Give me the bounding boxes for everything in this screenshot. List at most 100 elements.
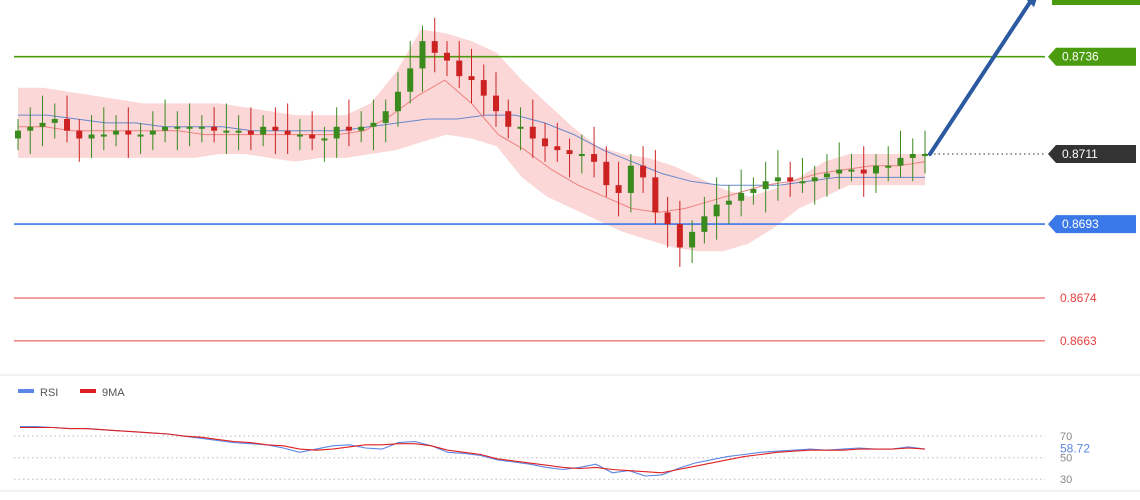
candle-body (186, 126, 193, 129)
candle-body (100, 134, 107, 137)
candle-body (284, 130, 291, 135)
price-badge-0-8693: 0.8693 (1048, 215, 1136, 234)
forecast-arrow-head (1026, 0, 1037, 8)
rsi-tick-label: 30 (1060, 474, 1072, 486)
forecast-arrow-shaft (928, 0, 1034, 157)
candle-body (223, 130, 230, 133)
candle-body (505, 111, 512, 127)
candle-body (811, 177, 818, 182)
candle-body (174, 126, 181, 129)
candle-body (640, 165, 647, 178)
candlesticks (15, 17, 928, 267)
candle-body (39, 122, 46, 127)
price-badge-0-8711: 0.8711 (1048, 145, 1136, 164)
candle-body (909, 154, 916, 158)
candle-body (554, 146, 561, 151)
candle-body (774, 177, 781, 182)
candle-body (922, 154, 928, 157)
candle-body (394, 91, 401, 112)
candle-body (64, 118, 71, 131)
candle-body (897, 157, 904, 166)
candle-body (762, 181, 769, 190)
rsi-ma-line (20, 426, 926, 474)
candle-body (750, 189, 757, 193)
candle-body (321, 138, 328, 141)
candle-body (738, 192, 745, 201)
candle-body (211, 126, 218, 131)
candle-body (468, 76, 475, 81)
candle-body (872, 165, 879, 174)
candle-body (591, 154, 598, 162)
candle-body (113, 130, 120, 135)
rsi-legend-label: RSI (40, 387, 58, 399)
forecast-arrow (928, 0, 1037, 157)
candle-body (664, 212, 671, 225)
candle-body (701, 216, 708, 232)
price-badge-label: 0.8693 (1062, 217, 1099, 231)
candle-body (296, 134, 303, 137)
candle-body (149, 130, 156, 135)
rsi-legend-label: 9MA (102, 387, 125, 399)
support-resistance-levels (0, 55, 1140, 492)
candle-body (542, 138, 549, 147)
rsi-legend-swatch (18, 389, 34, 393)
rsi-current-value: 58.72 (1060, 441, 1090, 455)
candle-body (15, 130, 21, 139)
candle-body (652, 177, 659, 213)
candle-body (603, 161, 610, 186)
candle-body (309, 134, 316, 139)
candle-body (88, 134, 95, 139)
bollinger-band-fill (18, 29, 925, 252)
price-badge-0-8674: 0.8674 (1060, 291, 1097, 305)
candle-body (836, 169, 843, 174)
rsi-legend-swatch (80, 389, 96, 393)
candle-body (787, 177, 794, 182)
candle-body (823, 173, 830, 178)
price-badge-shape (1048, 215, 1136, 234)
price-badges: 0.8736 0.8711 0.8693 0.8674 0.8663 (1048, 0, 1140, 348)
candle-body (529, 126, 536, 139)
candle-body (370, 122, 377, 127)
candle-body (333, 126, 340, 139)
candle-body (689, 231, 696, 248)
candle-body (419, 41, 426, 69)
candle-body (799, 181, 806, 184)
candle-body (345, 126, 352, 131)
candle-body (578, 154, 585, 157)
candle-body (480, 80, 487, 96)
price-badge-shape (1048, 145, 1136, 164)
price-badge-label: 0.8736 (1062, 50, 1099, 64)
price-badge-0-8736: 0.8736 (1048, 47, 1136, 66)
rsi-panel: RSI 9MA 70 50 30 58.72 (14, 387, 1090, 486)
candle-body (615, 185, 622, 193)
candle-body (566, 150, 573, 155)
candle-body (272, 126, 279, 131)
candle-body (382, 111, 389, 123)
rsi-tick-label: 70 (1060, 431, 1072, 443)
candle-body (431, 41, 438, 53)
candle-body (27, 126, 34, 131)
candle-body (713, 204, 720, 217)
candle-body (247, 130, 254, 135)
target-badge-edge (1052, 0, 1140, 5)
rsi-tick-label: 50 (1060, 453, 1072, 465)
candle-body (358, 126, 365, 131)
candle-body (517, 126, 524, 129)
slow-moving-average-line (18, 114, 925, 186)
price-badge-label: 0.8711 (1062, 147, 1098, 161)
candle-body (456, 60, 463, 77)
candle-body (125, 130, 132, 135)
candle-body (885, 165, 892, 168)
candle-body (407, 68, 414, 92)
price-badge-0-8663: 0.8663 (1060, 334, 1097, 348)
candle-body (493, 95, 500, 112)
candle-body (443, 52, 450, 61)
candle-body (235, 130, 242, 133)
candle-body (51, 118, 58, 123)
candle-body (725, 200, 732, 205)
candle-body (860, 169, 867, 174)
bollinger-band (18, 29, 925, 252)
candle-body (676, 224, 683, 248)
